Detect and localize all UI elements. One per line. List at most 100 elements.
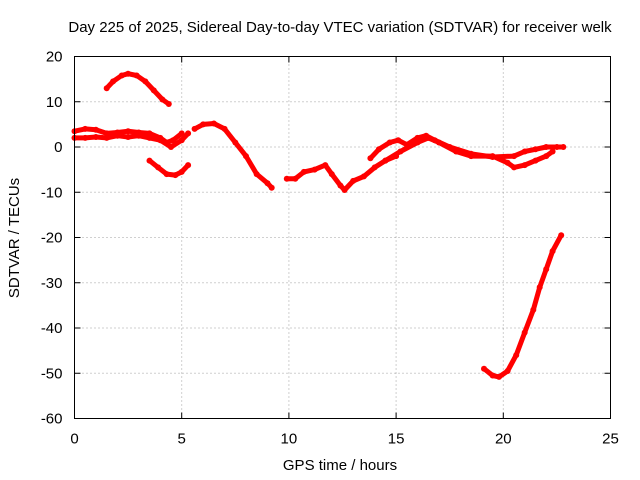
data-point [170,137,177,144]
data-point [543,153,550,160]
data-point [159,96,166,103]
data-point [300,168,307,175]
data-point [511,164,517,171]
chart-title: Day 225 of 2025, Sidereal Day-to-day VTE… [68,19,612,36]
x-tick-label: 20 [495,431,512,448]
data-point [82,125,89,132]
data-point [185,130,192,137]
data-point [172,172,179,179]
data-point [146,157,153,164]
data-point [243,153,249,160]
data-point [200,121,207,128]
y-tick-label: -20 [41,230,63,247]
data-point [146,130,153,137]
data-point [504,368,511,374]
data-point [114,132,121,139]
data-point [103,85,110,92]
y-tick-label: 10 [46,94,63,111]
data-point [178,168,185,175]
x-tick-label: 5 [178,431,186,448]
data-point [504,159,511,166]
data-point [521,148,528,155]
data-point [157,137,164,144]
data-point [367,155,374,162]
data-point [165,101,172,107]
data-point [360,173,367,180]
data-point [92,134,99,140]
axis-ticks: 0 5 10 15 20 25 -60 -50 -40 -30 -20 -10 0 10 20 [41,49,619,448]
data-point [118,72,125,79]
data-point [453,148,460,155]
data-point [536,284,543,291]
data-point [371,164,378,171]
data-point [549,148,556,155]
data-point [292,175,299,182]
data-point [350,177,357,184]
data-point [191,125,198,132]
y-tick-label: -40 [41,320,63,337]
data-point [521,329,528,336]
data-point [375,146,382,153]
data-point [543,266,550,273]
data-point [560,144,567,150]
x-tick-label: 10 [281,431,298,448]
data-point [92,126,99,133]
data-point [468,153,475,160]
data-point [103,134,110,141]
y-axis-label: SDTVAR / TECUs [6,178,23,298]
data-point [232,139,239,146]
data-point [210,120,217,127]
data-point [322,162,329,169]
data-point [341,187,348,193]
data-point [133,72,140,79]
data-point [221,125,228,132]
grid [74,56,611,419]
data-point [185,162,192,169]
data-point [264,180,271,187]
data-point [178,137,185,144]
data-point [553,144,560,150]
data-point [386,139,393,146]
data-point [558,232,565,239]
data-point [125,70,132,77]
data-point [146,134,153,141]
y-tick-label: 20 [46,49,63,66]
data-series [71,70,567,380]
data-point [103,130,110,137]
data-point [549,248,556,255]
y-tick-label: -10 [41,184,63,201]
data-point [155,164,162,171]
data-point [382,157,389,164]
data-point [532,157,539,164]
y-tick-label: -60 [41,411,63,428]
data-point [543,144,550,150]
y-tick-label: 0 [54,139,62,156]
data-point [489,153,496,160]
data-point [311,166,318,173]
data-point [135,132,142,139]
data-point [168,144,174,150]
data-point [511,153,517,160]
data-point [283,175,290,182]
data-point [481,365,487,372]
data-point [530,306,537,313]
data-point [142,78,149,85]
data-point [395,137,402,144]
data-point [337,182,344,189]
x-tick-label: 15 [388,431,405,448]
data-point [436,139,442,146]
x-tick-label: 0 [70,431,78,448]
data-point [150,87,157,94]
data-point [125,128,132,135]
x-axis-label: GPS time / hours [283,457,397,474]
data-point [489,372,496,379]
data-point [513,352,520,359]
y-tick-label: -30 [41,275,63,292]
data-point [397,148,404,155]
y-tick-label: -50 [41,365,63,382]
data-point [178,130,185,137]
x-tick-label: 25 [602,431,619,448]
data-point [496,373,502,380]
